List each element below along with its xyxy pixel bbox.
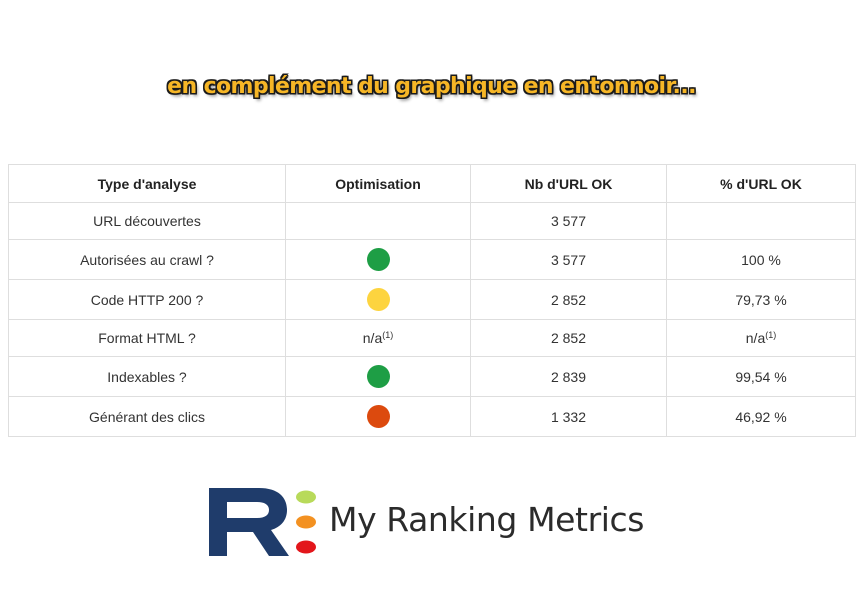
logo-text: My Ranking Metrics [329, 500, 645, 539]
analysis-table: Type d'analyse Optimisation Nb d'URL OK … [8, 164, 856, 437]
footnote-marker: (1) [382, 330, 394, 340]
analysis-type-cell: Autorisées au crawl ? [8, 239, 286, 280]
optimisation-cell [285, 239, 471, 280]
table-row: Indexables ? 2 839 99,54 % [8, 356, 856, 397]
table-row: Code HTTP 200 ? 2 852 79,73 % [8, 279, 856, 320]
column-header-url-count: Nb d'URL OK [470, 164, 667, 203]
analysis-type-cell: Indexables ? [8, 356, 286, 397]
analysis-type-cell: URL découvertes [8, 202, 286, 240]
logo-mark-icon [209, 488, 316, 556]
optimisation-cell: n/a(1) [285, 319, 471, 357]
logo-dot-orange [296, 515, 316, 529]
url-percent-cell: 46,92 % [666, 396, 856, 437]
logo-dot-lime [296, 490, 316, 504]
status-dot-green-icon [366, 248, 390, 271]
url-count-cell: 2 852 [470, 319, 667, 357]
analysis-type-cell: Format HTML ? [8, 319, 286, 357]
status-dot-red-icon [366, 405, 390, 428]
status-dot-green-icon [366, 365, 390, 388]
column-header-type: Type d'analyse [8, 164, 286, 203]
footnote-marker: (1) [765, 330, 777, 340]
optimisation-cell [285, 396, 471, 437]
logo-dot-red [296, 540, 316, 554]
table-header-row: Type d'analyse Optimisation Nb d'URL OK … [8, 164, 856, 203]
table-row: Autorisées au crawl ? 3 577 100 % [8, 239, 856, 280]
url-percent-value: n/a [745, 330, 766, 346]
column-header-optimisation: Optimisation [285, 164, 471, 203]
analysis-type-cell: Code HTTP 200 ? [8, 279, 286, 320]
url-percent-cell: 99,54 % [666, 356, 856, 397]
optimisation-cell [285, 279, 471, 320]
headline: en complément du graphique en entonnoir.… [167, 74, 696, 99]
url-percent-cell: n/a(1) [666, 319, 856, 357]
url-count-cell: 2 839 [470, 356, 667, 397]
analysis-type-cell: Générant des clics [8, 396, 286, 437]
table-row: Format HTML ? n/a(1) 2 852 n/a(1) [8, 319, 856, 357]
url-percent-cell: 79,73 % [666, 279, 856, 320]
url-count-cell: 2 852 [470, 279, 667, 320]
column-header-url-percent: % d'URL OK [666, 164, 856, 203]
optimisation-cell [285, 202, 471, 240]
url-count-cell: 3 577 [470, 202, 667, 240]
url-count-cell: 3 577 [470, 239, 667, 280]
optimisation-value: n/a [362, 330, 383, 346]
table-row: URL découvertes 3 577 [8, 202, 856, 240]
url-percent-cell: 100 % [666, 239, 856, 280]
table-row: Générant des clics 1 332 46,92 % [8, 396, 856, 437]
url-percent-cell [666, 202, 856, 240]
my-ranking-metrics-logo: My Ranking Metrics [207, 486, 667, 560]
logo-letter-r [209, 488, 289, 556]
url-count-cell: 1 332 [470, 396, 667, 437]
status-dot-yellow-icon [366, 288, 390, 311]
optimisation-cell [285, 356, 471, 397]
